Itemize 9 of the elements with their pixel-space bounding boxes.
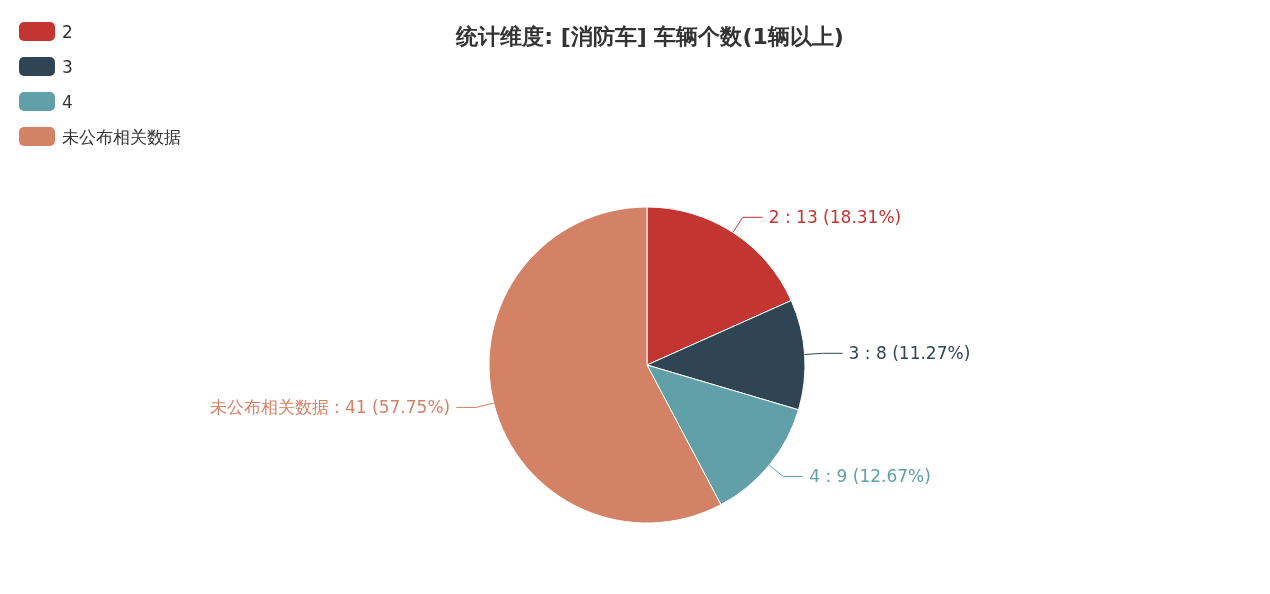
legend-label: 4 <box>62 92 73 112</box>
chart-title: 统计维度: [消防车] 车辆个数(1辆以上) <box>455 24 844 49</box>
legend-label: 3 <box>62 57 73 77</box>
data-label: 4 : 9 (12.67%) <box>809 466 931 487</box>
data-label: 未公布相关数据 : 41 (57.75%) <box>209 397 451 418</box>
data-label: 2 : 13 (18.31%) <box>768 207 902 228</box>
legend-label: 2 <box>62 22 73 42</box>
legend-label: 未公布相关数据 <box>62 127 181 147</box>
data-label: 3 : 8 (11.27%) <box>848 343 971 364</box>
